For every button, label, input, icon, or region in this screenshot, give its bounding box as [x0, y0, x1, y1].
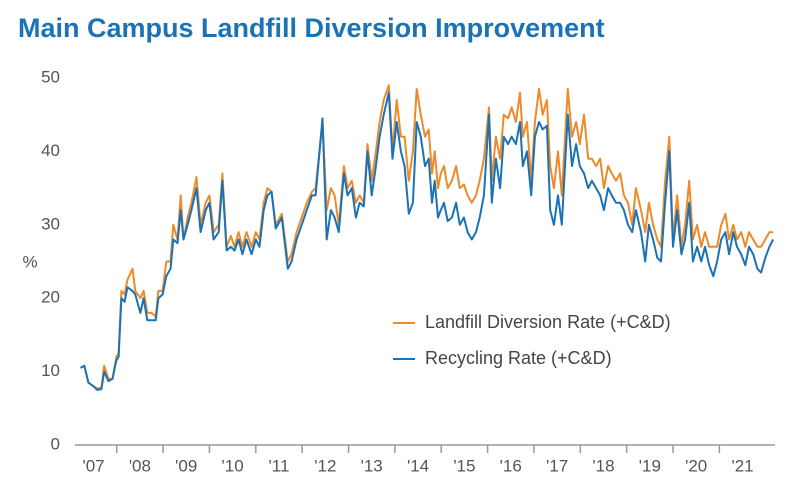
x-tick-label: '14 [407, 456, 429, 475]
y-tick-label: 0 [51, 434, 60, 453]
legend-label: Recycling Rate (+C&D) [425, 348, 612, 368]
x-tick-label: '15 [453, 456, 475, 475]
series-line [80, 91, 774, 391]
x-tick-label: '19 [639, 456, 661, 475]
x-tick-label: '10 [222, 456, 244, 475]
y-axis-label: % [22, 252, 37, 271]
chart-title: Main Campus Landfill Diversion Improveme… [18, 13, 605, 43]
series-line [80, 84, 774, 390]
x-tick-label: '09 [175, 456, 197, 475]
x-tick-label: '08 [129, 456, 151, 475]
x-tick-label: '12 [314, 456, 336, 475]
x-tick-label: '07 [82, 456, 104, 475]
x-tick-label: '11 [269, 456, 290, 475]
x-tick-label: '17 [546, 456, 568, 475]
x-tick-label: '20 [685, 456, 707, 475]
x-tick-label: '21 [731, 456, 753, 475]
y-tick-label: 30 [41, 214, 60, 233]
x-tick-label: '18 [592, 456, 614, 475]
legend-label: Landfill Diversion Rate (+C&D) [425, 312, 671, 332]
x-tick-label: '16 [500, 456, 522, 475]
x-tick-label: '13 [361, 456, 383, 475]
y-tick-label: 20 [41, 288, 60, 307]
y-tick-label: 40 [41, 141, 60, 160]
y-tick-label: 50 [41, 67, 60, 86]
y-tick-label: 10 [41, 361, 60, 380]
